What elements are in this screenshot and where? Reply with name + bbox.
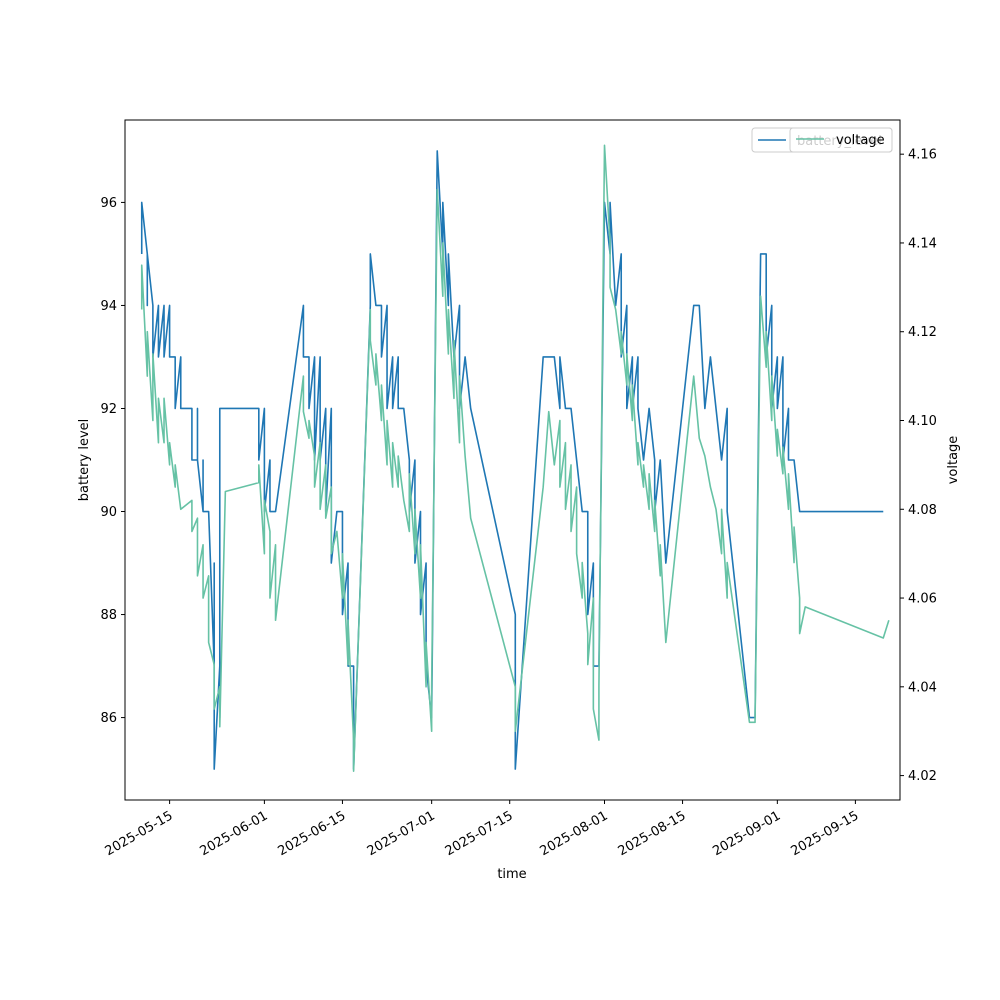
left-axis: 86 88 90 92 94 96 xyxy=(100,196,125,726)
right-tick-label: 4.02 xyxy=(908,769,937,784)
right-axis: 4.02 4.04 4.06 4.08 4.10 4.12 4.14 4.16 xyxy=(900,148,937,784)
left-tick-label: 96 xyxy=(100,196,117,211)
x-axis-label: time xyxy=(497,867,526,882)
right-tick-label: 4.16 xyxy=(908,148,937,163)
legend-voltage: voltage xyxy=(789,127,893,153)
right-tick-label: 4.14 xyxy=(908,236,937,251)
left-tick-label: 86 xyxy=(100,711,117,726)
right-tick-label: 4.12 xyxy=(908,325,937,340)
right-tick-label: 4.08 xyxy=(908,503,937,518)
right-tick-label: 4.06 xyxy=(908,592,937,607)
left-tick-label: 90 xyxy=(100,505,117,520)
left-tick-label: 92 xyxy=(100,402,117,417)
left-tick-label: 88 xyxy=(100,608,117,623)
series-layer xyxy=(140,144,890,772)
right-axis-label: voltage xyxy=(946,436,961,485)
legend-voltage-label: voltage xyxy=(836,133,885,148)
left-axis-label: battery level xyxy=(77,419,92,502)
series-line-voltage xyxy=(140,144,890,772)
right-tick-label: 4.10 xyxy=(908,414,937,429)
right-tick-label: 4.04 xyxy=(908,680,937,695)
plot-frame xyxy=(124,119,901,801)
left-tick-label: 94 xyxy=(100,299,117,314)
